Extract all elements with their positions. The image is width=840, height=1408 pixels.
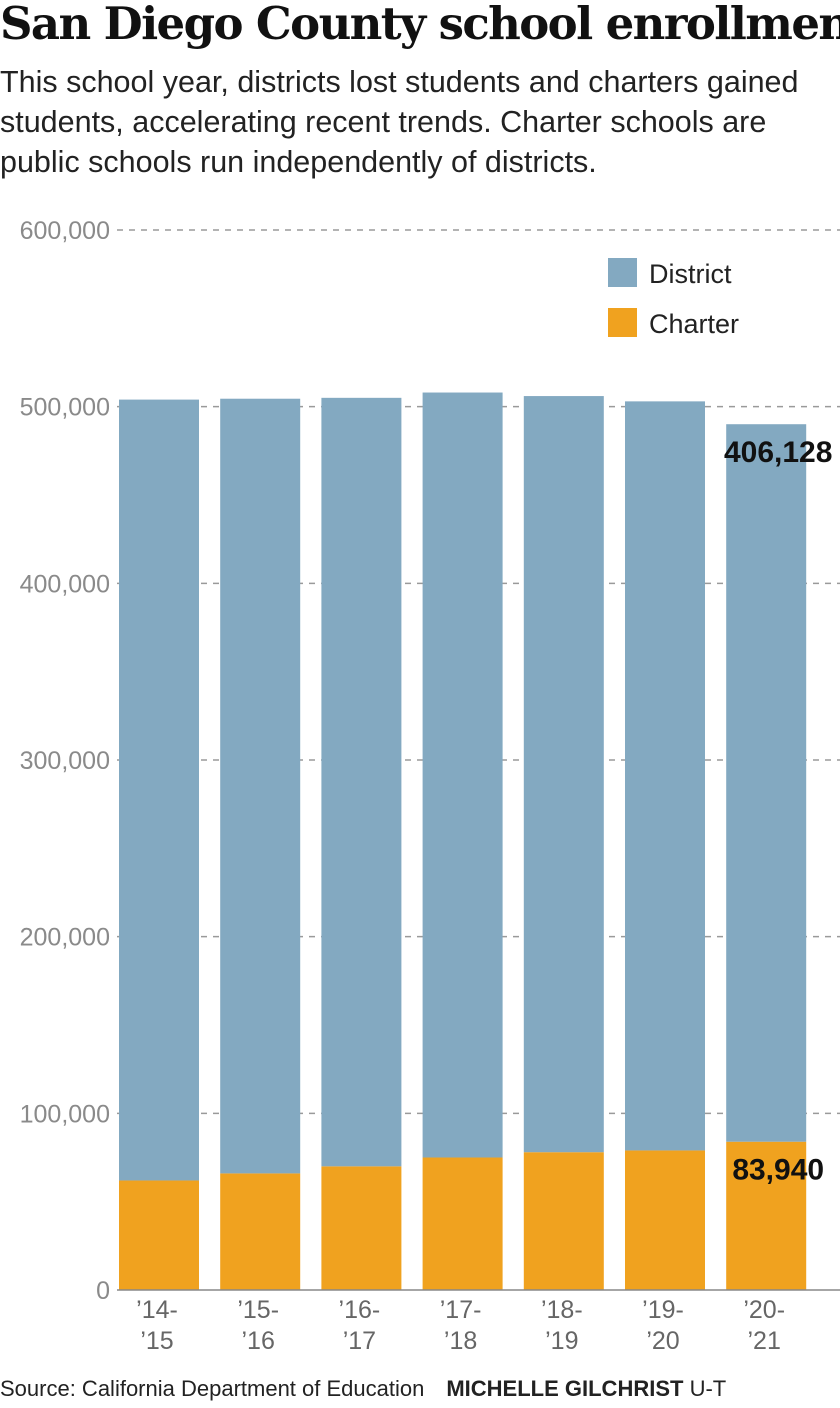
x-tick-label: ’15 (140, 1327, 173, 1355)
x-tick-label: ’20 (646, 1327, 679, 1355)
credit-name: MICHELLE GILCHRIST (446, 1376, 684, 1401)
bar-charter (625, 1150, 705, 1290)
bar-district (726, 424, 807, 1142)
data-label: 83,940 (732, 1154, 824, 1187)
x-tick-label: ’21 (748, 1327, 781, 1355)
x-tick-label: ’16 (242, 1327, 275, 1355)
y-tick-label: 200,000 (20, 924, 110, 952)
source-note: Source: California Department of Educati… (0, 1376, 425, 1401)
legend-label: District (649, 259, 732, 289)
credit-org: U-T (689, 1376, 727, 1401)
bars (119, 392, 807, 1290)
bar-charter (422, 1157, 503, 1290)
data-label: 406,128 (724, 436, 832, 469)
legend-swatch (608, 308, 637, 337)
y-tick-label: 0 (96, 1277, 110, 1305)
bar-district (625, 401, 705, 1151)
legend-label: Charter (649, 309, 739, 339)
chart-title: San Diego County school enrollment (0, 0, 840, 50)
x-tick-label: ’17- (440, 1296, 482, 1324)
y-tick-label: 400,000 (20, 570, 110, 598)
bar-charter (321, 1166, 402, 1290)
x-tick-label: ’14- (136, 1296, 178, 1324)
bar-charter (119, 1180, 199, 1290)
bar-district (422, 392, 503, 1158)
x-tick-label: ’19- (642, 1296, 684, 1324)
bar-charter (523, 1152, 604, 1290)
bar-charter (726, 1141, 807, 1290)
axes: 0 100,000 200,000 300,000 400,000 500,000 600,… (20, 217, 840, 1355)
chart-subtitle: This school year, districts lost student… (0, 65, 799, 179)
y-tick-label: 100,000 (20, 1100, 110, 1128)
x-tick-label: ’18 (444, 1327, 477, 1355)
x-tick-label: ’18- (541, 1296, 583, 1324)
bar-district (220, 398, 301, 1174)
bar-charter (220, 1173, 301, 1290)
bar-district (523, 396, 604, 1153)
x-tick-label: ’20- (743, 1296, 785, 1324)
footer: Source: California Department of Educati… (0, 1376, 840, 1402)
bar-district (321, 397, 402, 1167)
x-tick-label: ’15- (237, 1296, 279, 1324)
y-tick-label: 600,000 (20, 217, 110, 245)
value-labels: 406,128 83,940 (724, 436, 832, 1186)
x-tick-label: ’17 (343, 1327, 376, 1355)
x-tick-label: ’16- (339, 1296, 381, 1324)
y-tick-label: 500,000 (20, 394, 110, 422)
legend-swatch (608, 258, 637, 287)
bar-district (119, 399, 199, 1181)
y-tick-label: 300,000 (20, 747, 110, 775)
legend: District Charter (608, 258, 739, 339)
x-tick-label: ’19 (545, 1327, 578, 1355)
